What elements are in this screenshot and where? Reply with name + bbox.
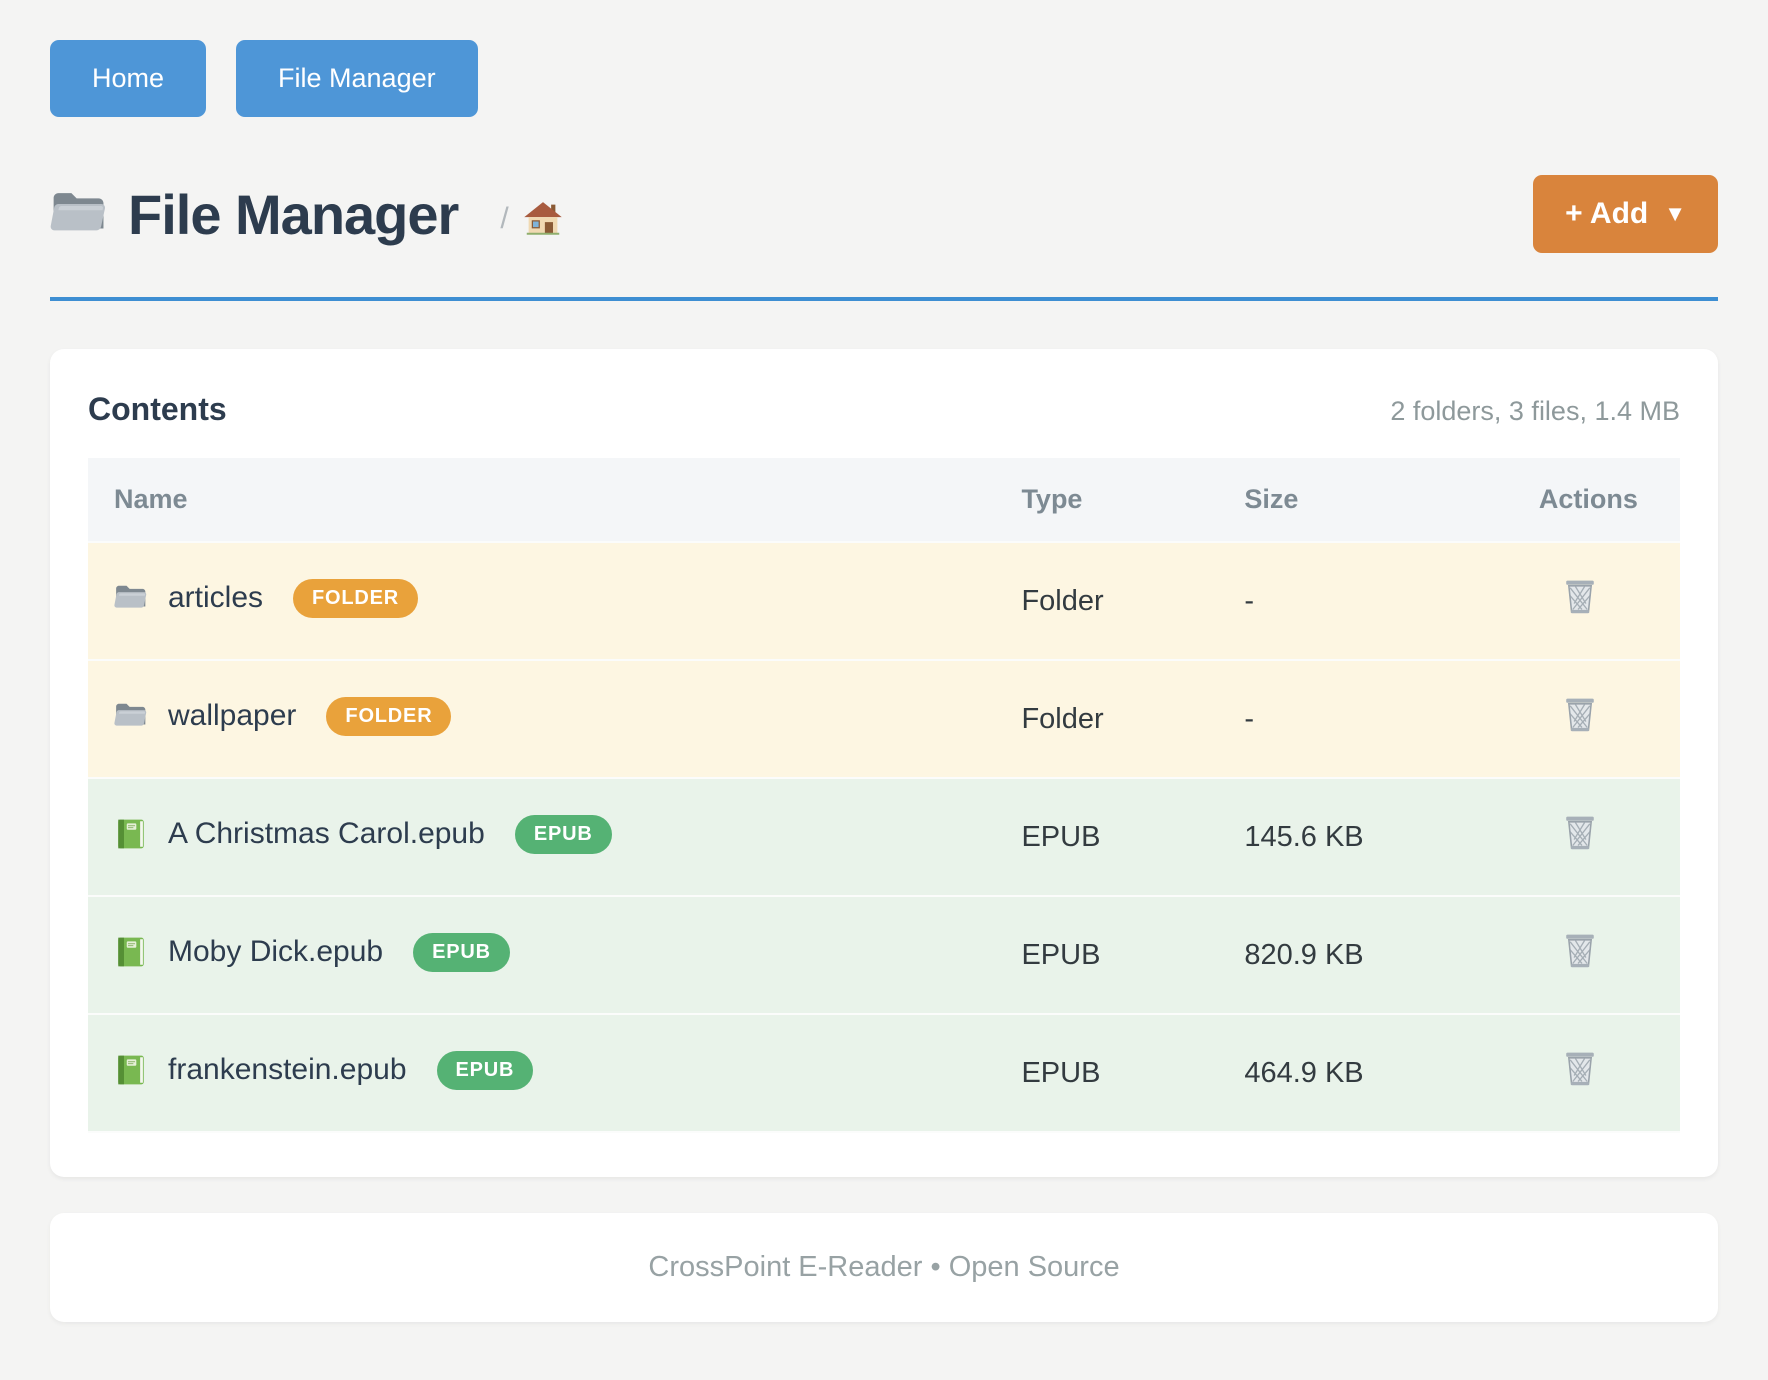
delete-button[interactable] xyxy=(1559,1048,1601,1090)
house-icon[interactable] xyxy=(523,199,563,239)
book-icon xyxy=(114,817,148,851)
delete-button[interactable] xyxy=(1559,812,1601,854)
card-header: Contents 2 folders, 3 files, 1.4 MB xyxy=(88,391,1680,428)
file-name: wallpaper xyxy=(168,699,297,733)
folder-icon xyxy=(114,699,148,733)
folder-link[interactable]: wallpaper FOLDER xyxy=(114,696,452,736)
table-row: wallpaper FOLDER Folder - xyxy=(88,660,1680,779)
table-row: frankenstein.epub EPUB EPUB 464.9 KB xyxy=(88,1014,1680,1133)
file-name: articles xyxy=(168,581,264,615)
file-table: Name Type Size Actions articles FOLDER F… xyxy=(88,458,1680,1133)
file-name: A Christmas Carol.epub xyxy=(168,817,485,851)
delete-button[interactable] xyxy=(1559,930,1601,972)
breadcrumb: / xyxy=(500,199,562,239)
add-button[interactable]: + Add ▼ xyxy=(1533,175,1718,253)
size-cell: - xyxy=(1218,660,1513,779)
contents-title: Contents xyxy=(88,391,227,427)
folder-icon xyxy=(114,581,148,615)
table-row: articles FOLDER Folder - xyxy=(88,542,1680,661)
book-icon xyxy=(114,935,148,969)
type-badge: FOLDER xyxy=(326,696,452,736)
file-name: frankenstein.epub xyxy=(168,1053,407,1087)
top-navigation: Home File Manager xyxy=(50,40,1718,117)
trash-icon xyxy=(1559,1048,1601,1090)
type-badge: EPUB xyxy=(413,932,510,972)
type-cell: Folder xyxy=(995,542,1219,661)
footer-text: CrossPoint E-Reader • Open Source xyxy=(648,1251,1120,1283)
folder-link[interactable]: articles FOLDER xyxy=(114,578,419,618)
delete-button[interactable] xyxy=(1559,576,1601,618)
table-row: A Christmas Carol.epub EPUB EPUB 145.6 K… xyxy=(88,778,1680,897)
type-badge: EPUB xyxy=(436,1050,534,1090)
delete-button[interactable] xyxy=(1559,694,1601,736)
size-cell: 820.9 KB xyxy=(1218,896,1513,1015)
column-header-actions: Actions xyxy=(1512,458,1680,543)
title-group: File Manager / xyxy=(50,182,563,247)
trash-icon xyxy=(1559,694,1601,736)
contents-card: Contents 2 folders, 3 files, 1.4 MB Name… xyxy=(50,349,1718,1177)
size-cell: 464.9 KB xyxy=(1218,1014,1513,1133)
footer: CrossPoint E-Reader • Open Source xyxy=(50,1213,1718,1322)
file-name: Moby Dick.epub xyxy=(168,935,384,969)
table-header-row: Name Type Size Actions xyxy=(88,458,1680,543)
type-cell: EPUB xyxy=(995,1014,1219,1133)
book-icon xyxy=(114,1053,148,1087)
trash-icon xyxy=(1559,576,1601,618)
page-header: File Manager / + Add ▼ xyxy=(50,175,1718,253)
file-link[interactable]: frankenstein.epub EPUB xyxy=(114,1050,534,1090)
add-button-label: + Add xyxy=(1565,197,1649,230)
breadcrumb-separator: / xyxy=(500,202,509,235)
trash-icon xyxy=(1559,812,1601,854)
table-row: Moby Dick.epub EPUB EPUB 820.9 KB xyxy=(88,896,1680,1015)
nav-home-button[interactable]: Home xyxy=(50,40,207,117)
file-link[interactable]: A Christmas Carol.epub EPUB xyxy=(114,814,612,854)
nav-file-manager-button[interactable]: File Manager xyxy=(236,40,478,117)
title-divider xyxy=(50,297,1718,301)
folder-icon xyxy=(50,185,108,243)
size-cell: 145.6 KB xyxy=(1218,778,1513,897)
column-header-size: Size xyxy=(1218,458,1513,543)
size-cell: - xyxy=(1218,542,1513,661)
type-cell: EPUB xyxy=(995,896,1219,1015)
type-badge: FOLDER xyxy=(293,578,419,618)
chevron-down-icon: ▼ xyxy=(1664,201,1686,226)
column-header-type: Type xyxy=(995,458,1219,543)
file-link[interactable]: Moby Dick.epub EPUB xyxy=(114,932,510,972)
contents-summary: 2 folders, 3 files, 1.4 MB xyxy=(1390,396,1680,426)
type-cell: EPUB xyxy=(995,778,1219,897)
column-header-name: Name xyxy=(88,458,996,543)
type-cell: Folder xyxy=(995,660,1219,779)
type-badge: EPUB xyxy=(514,814,612,854)
page-title: File Manager xyxy=(128,182,459,246)
trash-icon xyxy=(1559,930,1601,972)
